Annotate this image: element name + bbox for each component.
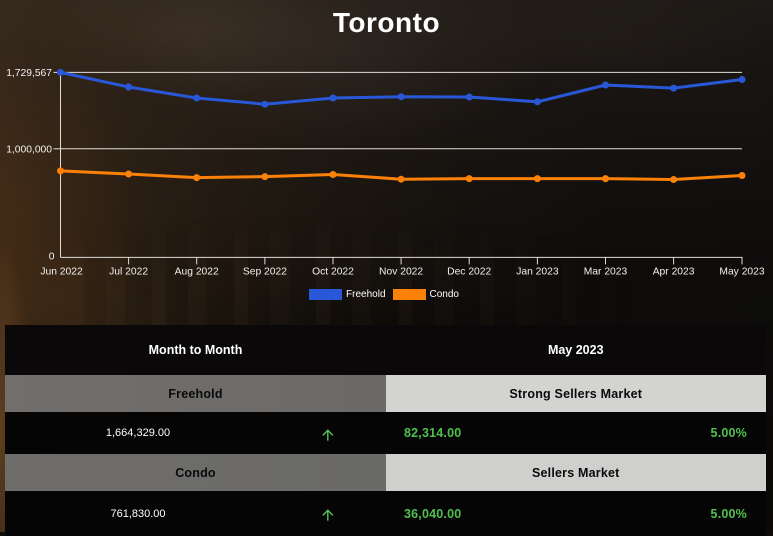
svg-text:1,000,000: 1,000,000	[6, 144, 52, 155]
svg-text:Aug 2022: Aug 2022	[175, 267, 219, 278]
svg-text:Oct 2022: Oct 2022	[312, 267, 354, 278]
svg-text:Jan 2023: Jan 2023	[516, 267, 559, 278]
svg-text:Nov 2022: Nov 2022	[379, 267, 423, 278]
svg-text:0: 0	[49, 252, 55, 263]
svg-text:Jul 2022: Jul 2022	[109, 267, 148, 278]
svg-text:1,729,567: 1,729,567	[6, 68, 52, 79]
svg-text:Sep 2022: Sep 2022	[243, 267, 287, 278]
svg-text:Apr 2023: Apr 2023	[653, 267, 695, 278]
svg-text:May 2023: May 2023	[719, 267, 764, 278]
svg-text:Dec 2022: Dec 2022	[447, 267, 491, 278]
svg-text:Jun 2022: Jun 2022	[40, 267, 83, 278]
svg-text:Mar 2023: Mar 2023	[584, 267, 628, 278]
